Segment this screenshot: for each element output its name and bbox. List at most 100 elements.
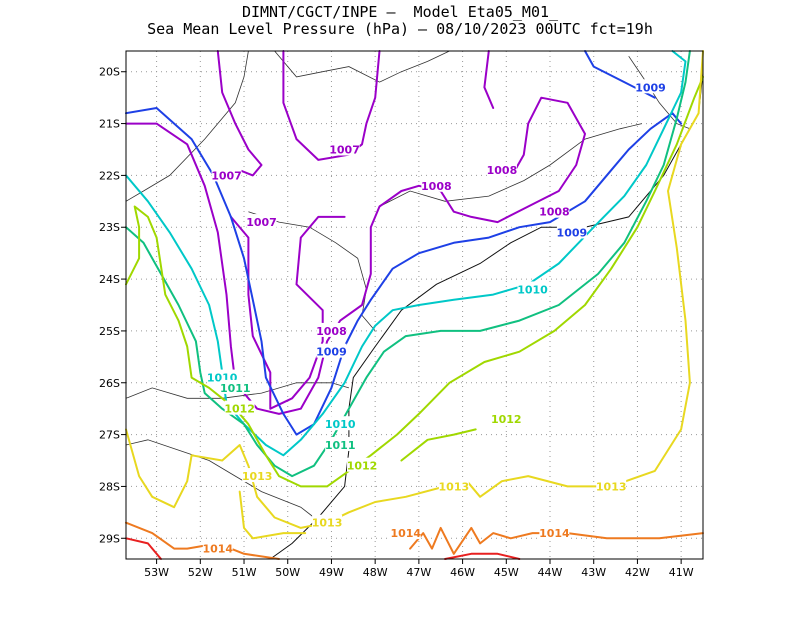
isobar-label-1010: 1010 <box>517 283 548 296</box>
isobar-label-background <box>220 379 251 394</box>
isobar-label-background <box>486 162 517 177</box>
isobar-label-background <box>635 79 666 94</box>
x-axis-ticks: 53W 52W 51W 50W 49W 48W 47W 46W 45W 44W 43W 42W 41W <box>144 559 694 579</box>
state-border <box>379 123 642 207</box>
isobar-1011 <box>125 50 691 478</box>
y-tick-label: 29S <box>99 532 120 545</box>
state-border <box>125 439 315 518</box>
state-border <box>274 50 450 83</box>
isobar-label-1011: 1011 <box>220 382 251 395</box>
y-tick-label: 22S <box>99 169 120 182</box>
isobar-labels: 1007 1007 1007 1008 1008 1008 1008 1009 1009 1009… <box>202 79 666 556</box>
chart-source-title: DIMNT/CGCT/INPE – Model Eta05_M01_ <box>241 3 559 21</box>
isobar-1014 <box>125 521 280 560</box>
isobar-label-background <box>596 478 627 493</box>
x-tick-label: 49W <box>319 566 344 579</box>
x-tick-label: 42W <box>625 566 650 579</box>
x-tick-label: 45W <box>494 566 519 579</box>
state-border <box>628 55 691 130</box>
x-tick-label: 46W <box>450 566 475 579</box>
isobar-1012 <box>125 75 704 488</box>
isobar-label-1009: 1009 <box>635 81 666 94</box>
isobar-label-1013: 1013 <box>312 517 343 530</box>
state-border <box>125 50 249 202</box>
isobar-label-1012: 1012 <box>224 403 255 416</box>
isobar-label-1007: 1007 <box>211 169 242 182</box>
isobar-label-background <box>347 457 378 472</box>
isobar-label-1007: 1007 <box>329 143 360 156</box>
isobar-label-background <box>325 436 356 451</box>
x-tick-label: 50W <box>275 566 300 579</box>
isobar-1008 <box>125 96 586 415</box>
isobar-label-1014: 1014 <box>539 527 570 540</box>
isobar-label-background <box>242 468 273 483</box>
isobar-1008 <box>483 50 495 109</box>
isobar-label-1007: 1007 <box>246 216 277 229</box>
isobar-label-background <box>539 525 570 540</box>
isobar-1013 <box>125 50 704 529</box>
chart-main-title: Sea Mean Level Pressure (hPa) – 08/10/20… <box>147 20 653 38</box>
isobar-label-1013: 1013 <box>439 480 470 493</box>
isobar-1009 <box>125 107 683 436</box>
y-axis-ticks: 20S 21S 22S 23S 24S 25S 26S 27S 28S 29S <box>99 66 126 545</box>
isobar-label-1014: 1014 <box>202 543 233 556</box>
y-tick-label: 25S <box>99 325 120 338</box>
isobar-1007 <box>216 50 263 177</box>
isobar-label-background <box>438 478 469 493</box>
y-tick-label: 21S <box>99 118 120 131</box>
isobar-1015 <box>125 537 162 560</box>
isobar-label-background <box>316 343 347 358</box>
x-tick-label: 52W <box>188 566 213 579</box>
isobar-label-1008: 1008 <box>539 206 570 219</box>
isobar-label-1009: 1009 <box>557 226 588 239</box>
isobar-1013 <box>238 490 307 540</box>
x-tick-label: 43W <box>581 566 606 579</box>
y-tick-label: 24S <box>99 273 120 286</box>
isobar-label-background <box>202 540 233 555</box>
political-borders <box>125 50 691 518</box>
isobar-1014 <box>409 526 704 555</box>
isobar-label-background <box>211 167 242 182</box>
y-tick-label: 27S <box>99 429 120 442</box>
coastline <box>270 71 704 560</box>
y-tick-label: 20S <box>99 66 120 79</box>
x-tick-label: 48W <box>363 566 388 579</box>
isobar-label-1014: 1014 <box>390 527 421 540</box>
isobar-label-1010: 1010 <box>325 418 356 431</box>
chart-title-block: DIMNT/CGCT/INPE – Model Eta05_M01_ Sea M… <box>0 4 800 38</box>
isobar-label-background <box>312 514 343 529</box>
isobar-contours <box>125 50 704 560</box>
isobar-label-background <box>390 525 421 540</box>
isobar-label-background <box>539 203 570 218</box>
isobar-label-background <box>224 400 255 415</box>
x-tick-label: 44W <box>538 566 563 579</box>
isobar-label-1008: 1008 <box>487 164 518 177</box>
isobar-label-background <box>517 281 548 296</box>
y-tick-label: 28S <box>99 480 120 493</box>
isobar-label-1011: 1011 <box>325 439 356 452</box>
isobar-label-background <box>329 141 360 156</box>
x-tick-label: 53W <box>144 566 169 579</box>
isobar-1007 <box>229 215 346 410</box>
state-border <box>125 382 350 399</box>
map-frame <box>125 50 704 560</box>
x-tick-label: 51W <box>232 566 257 579</box>
isobar-label-1013: 1013 <box>242 470 273 483</box>
isobar-label-1013: 1013 <box>596 480 627 493</box>
isobar-label-1012: 1012 <box>347 460 378 473</box>
isobar-label-1009: 1009 <box>316 346 347 359</box>
isobar-1015 <box>444 552 521 560</box>
isobar-label-1008: 1008 <box>316 325 347 338</box>
state-border <box>248 211 376 332</box>
y-tick-label: 23S <box>99 221 120 234</box>
y-tick-label: 26S <box>99 377 120 390</box>
x-tick-label: 47W <box>406 566 431 579</box>
isobar-label-background <box>421 177 452 192</box>
isobar-label-background <box>246 214 277 229</box>
isobar-label-background <box>491 411 522 426</box>
isobar-label-background <box>325 416 356 431</box>
isobar-1010 <box>125 50 687 457</box>
coastline-segment <box>270 71 704 560</box>
isobar-label-1012: 1012 <box>491 413 522 426</box>
